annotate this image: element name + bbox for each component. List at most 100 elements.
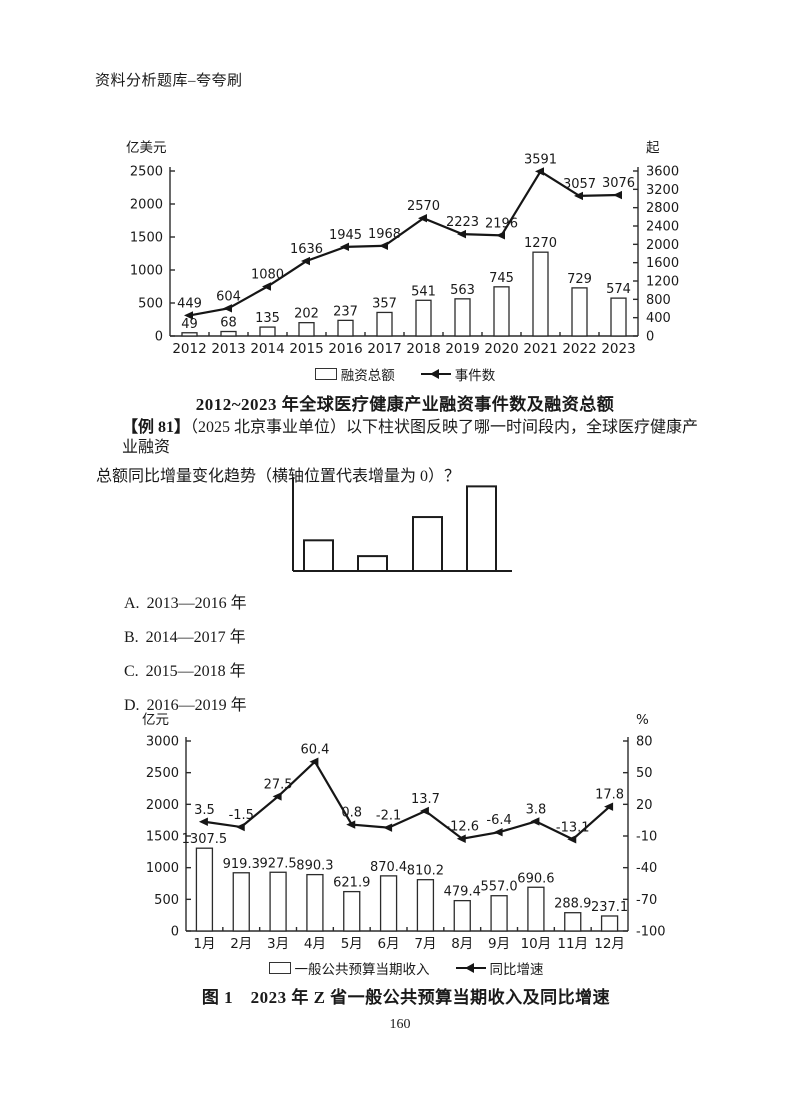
svg-text:0: 0	[646, 330, 654, 345]
svg-text:亿美元: 亿美元	[126, 140, 167, 156]
svg-text:10月: 10月	[521, 936, 552, 952]
bar-swatch-icon	[314, 368, 337, 380]
legend-label-bar: 一般公共预算当期收入	[294, 962, 430, 977]
svg-text:621.9: 621.9	[333, 876, 370, 891]
svg-text:2023: 2023	[601, 341, 635, 357]
svg-text:3591: 3591	[524, 152, 557, 167]
svg-text:919.3: 919.3	[223, 857, 260, 872]
svg-text:3057: 3057	[563, 177, 596, 192]
option-b: B. 2014—2017 年	[124, 629, 246, 646]
svg-text:1500: 1500	[146, 830, 179, 845]
svg-text:-2.1: -2.1	[376, 809, 401, 824]
svg-text:237.1: 237.1	[591, 900, 628, 915]
svg-text:202: 202	[294, 307, 319, 322]
svg-text:563: 563	[450, 283, 475, 298]
svg-text:3.8: 3.8	[526, 802, 547, 817]
mini-bar-chart-svg	[292, 477, 512, 573]
svg-text:557.0: 557.0	[480, 880, 517, 895]
svg-text:2000: 2000	[646, 238, 679, 253]
svg-text:1307.5: 1307.5	[182, 832, 228, 847]
svg-text:2400: 2400	[646, 220, 679, 235]
svg-text:2570: 2570	[407, 199, 440, 214]
option-a: A. 2013—2016 年	[124, 595, 247, 612]
svg-text:2019: 2019	[445, 341, 479, 357]
legend-label-bar: 融资总额	[340, 368, 395, 383]
svg-text:50: 50	[636, 766, 653, 781]
financing-chart-legend: 融资总额 事件数	[314, 364, 496, 384]
option-d: D. 2016—2019 年	[124, 697, 247, 714]
legend-label-line: 事件数	[454, 368, 496, 383]
svg-text:49: 49	[181, 317, 198, 332]
svg-text:479.4: 479.4	[444, 885, 481, 900]
svg-text:729: 729	[567, 272, 592, 287]
svg-text:2500: 2500	[130, 165, 163, 180]
svg-text:870.4: 870.4	[370, 860, 407, 875]
svg-text:1945: 1945	[329, 228, 362, 243]
svg-text:2016: 2016	[328, 341, 362, 357]
legend-item-bar: 融资总额	[314, 364, 395, 384]
svg-text:-12.6: -12.6	[445, 820, 479, 835]
mini-bar-chart-figure	[283, 472, 523, 580]
svg-text:12月: 12月	[594, 936, 625, 952]
budget-chart-caption: 图 1 2023 年 Z 省一般公共预算当期收入及同比增速	[201, 988, 611, 1007]
svg-text:237: 237	[333, 304, 358, 319]
svg-text:2196: 2196	[485, 216, 518, 231]
svg-text:2012: 2012	[172, 341, 206, 357]
svg-text:亿元: 亿元	[142, 712, 169, 728]
legend-item-line: 事件数	[420, 364, 496, 384]
svg-text:3000: 3000	[146, 735, 179, 750]
question-line1-rest: （2025 北京事业单位）以下柱状图反映了哪一时间段内，全球医疗健康产业融资	[122, 419, 699, 456]
legend-label-line: 同比增速	[489, 962, 544, 977]
answer-options: A. 2013—2016 年 B. 2014—2017 年 C. 2015—2018 …	[124, 589, 247, 725]
svg-text:500: 500	[138, 297, 163, 312]
question-line1: 【例 81】（2025 北京事业单位）以下柱状图反映了哪一时间段内，全球医疗健康…	[96, 418, 714, 458]
svg-text:-13.1: -13.1	[556, 820, 590, 835]
svg-text:9月: 9月	[488, 936, 510, 952]
svg-text:890.3: 890.3	[296, 859, 333, 874]
svg-text:2000: 2000	[130, 198, 163, 213]
svg-text:745: 745	[489, 271, 514, 286]
svg-text:500: 500	[154, 893, 179, 908]
bar-swatch-icon	[268, 962, 291, 974]
svg-text:-40: -40	[636, 861, 657, 876]
svg-text:1月: 1月	[193, 936, 215, 952]
svg-text:2022: 2022	[562, 341, 596, 357]
svg-text:357: 357	[372, 296, 397, 311]
question-number: 【例 81】	[122, 419, 191, 436]
financing-chart-figure: 亿美元 起 0 500 1000 1500 2000 2500 0 400 800 1200 1600 2…	[120, 139, 690, 415]
svg-text:0.8: 0.8	[341, 806, 362, 821]
svg-text:起: 起	[646, 140, 660, 156]
svg-text:2021: 2021	[523, 341, 557, 357]
svg-text:11月: 11月	[557, 936, 588, 952]
svg-text:0: 0	[155, 330, 163, 345]
svg-text:3600: 3600	[646, 165, 679, 180]
svg-text:2013: 2013	[211, 341, 245, 357]
svg-text:17.8: 17.8	[595, 788, 624, 803]
svg-text:2018: 2018	[406, 341, 440, 357]
svg-text:604: 604	[216, 289, 241, 304]
svg-text:2月: 2月	[230, 936, 252, 952]
svg-text:400: 400	[646, 311, 671, 326]
svg-text:2500: 2500	[146, 766, 179, 781]
svg-text:5月: 5月	[341, 936, 363, 952]
budget-chart-figure: 亿元% 0 500 1000 1500 2000 2500 3000 -100 -70 -40 -10…	[126, 711, 686, 1008]
svg-text:810.2: 810.2	[407, 864, 444, 879]
svg-text:2800: 2800	[646, 201, 679, 216]
svg-text:1000: 1000	[130, 264, 163, 279]
svg-text:1080: 1080	[251, 268, 284, 283]
line-marker-icon	[455, 963, 486, 973]
svg-text:8月: 8月	[451, 936, 473, 952]
svg-text:80: 80	[636, 735, 653, 750]
svg-text:288.9: 288.9	[554, 897, 591, 912]
svg-text:690.6: 690.6	[517, 871, 554, 886]
svg-text:3月: 3月	[267, 936, 289, 952]
svg-text:27.5: 27.5	[264, 777, 293, 792]
svg-text:0: 0	[171, 925, 179, 940]
svg-text:-1.5: -1.5	[229, 808, 254, 823]
question-text: 【例 81】（2025 北京事业单位）以下柱状图反映了哪一时间段内，全球医疗健康…	[96, 418, 714, 487]
svg-text:60.4: 60.4	[300, 743, 329, 758]
budget-chart-legend: 一般公共预算当期收入 同比增速	[268, 958, 544, 978]
svg-text:2017: 2017	[367, 341, 401, 357]
svg-text:1968: 1968	[368, 227, 401, 242]
